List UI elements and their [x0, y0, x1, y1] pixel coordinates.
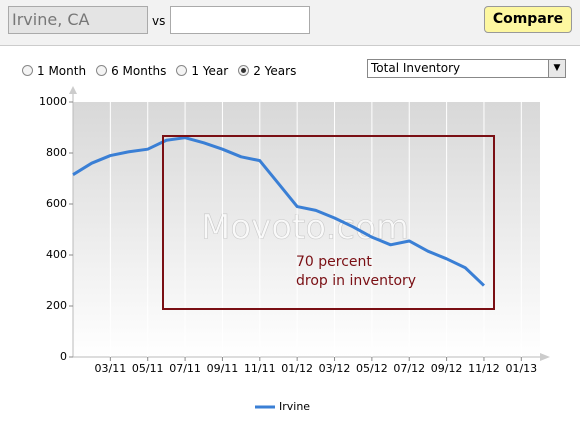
- radio-button[interactable]: [176, 65, 188, 76]
- radio-button[interactable]: [96, 65, 108, 76]
- metric-label: Total Inventory: [371, 61, 461, 75]
- y-tick-label: 400: [46, 248, 67, 261]
- radio-label: 1 Year: [191, 64, 229, 78]
- radio-label: 1 Month: [37, 64, 87, 78]
- time-range-option[interactable]: 1 Month: [22, 64, 86, 78]
- x-tick-label: 03/12: [319, 362, 351, 375]
- radio-label: 6 Months: [111, 64, 167, 78]
- x-tick-label: 01/12: [281, 362, 313, 375]
- x-tick-label: 07/11: [169, 362, 201, 375]
- dropdown-arrow[interactable]: ▼: [548, 60, 565, 77]
- legend-label: Irvine: [279, 400, 310, 413]
- series-line: [72, 136, 485, 287]
- metric-select[interactable]: Total Inventory ▼: [367, 59, 566, 78]
- location-input[interactable]: Irvine, CA: [8, 6, 148, 34]
- y-tick-label: 600: [46, 197, 67, 210]
- x-axis-arrow: [540, 353, 550, 361]
- y-tick-label: 800: [46, 146, 67, 159]
- y-tick-label: 0: [60, 350, 67, 363]
- vs-label: vs: [152, 14, 166, 28]
- compare-button[interactable]: Compare: [484, 6, 572, 33]
- x-tick-label: 05/12: [356, 362, 388, 375]
- y-axis-arrow: [69, 86, 77, 94]
- y-tick-label: 200: [46, 299, 67, 312]
- time-range-group: 1 Month 6 Months 1 Year 2 Years: [22, 64, 306, 78]
- annotation-line: drop in inventory: [296, 273, 416, 289]
- time-range-option[interactable]: 2 Years: [238, 64, 296, 78]
- radio-button[interactable]: [238, 65, 250, 76]
- x-tick-label: 11/12: [468, 362, 500, 375]
- plot-area: [73, 102, 540, 357]
- annotation-line: 70 percent: [296, 254, 372, 270]
- x-tick-label: 09/12: [431, 362, 463, 375]
- x-tick-label: 07/12: [393, 362, 425, 375]
- time-range-option[interactable]: 1 Year: [176, 64, 228, 78]
- x-tick-label: 03/11: [95, 362, 127, 375]
- y-tick-label: 1000: [39, 95, 67, 108]
- x-tick-label: 01/13: [505, 362, 537, 375]
- x-tick-label: 05/11: [132, 362, 164, 375]
- x-tick-label: 11/11: [244, 362, 276, 375]
- x-tick-label: 09/11: [207, 362, 239, 375]
- radio-label: 2 Years: [253, 64, 297, 78]
- compare-input[interactable]: [170, 6, 310, 34]
- time-range-option[interactable]: 6 Months: [96, 64, 166, 78]
- radio-button[interactable]: [22, 65, 33, 76]
- annotation-box: [162, 135, 495, 310]
- watermark: Movoto.com: [201, 208, 409, 248]
